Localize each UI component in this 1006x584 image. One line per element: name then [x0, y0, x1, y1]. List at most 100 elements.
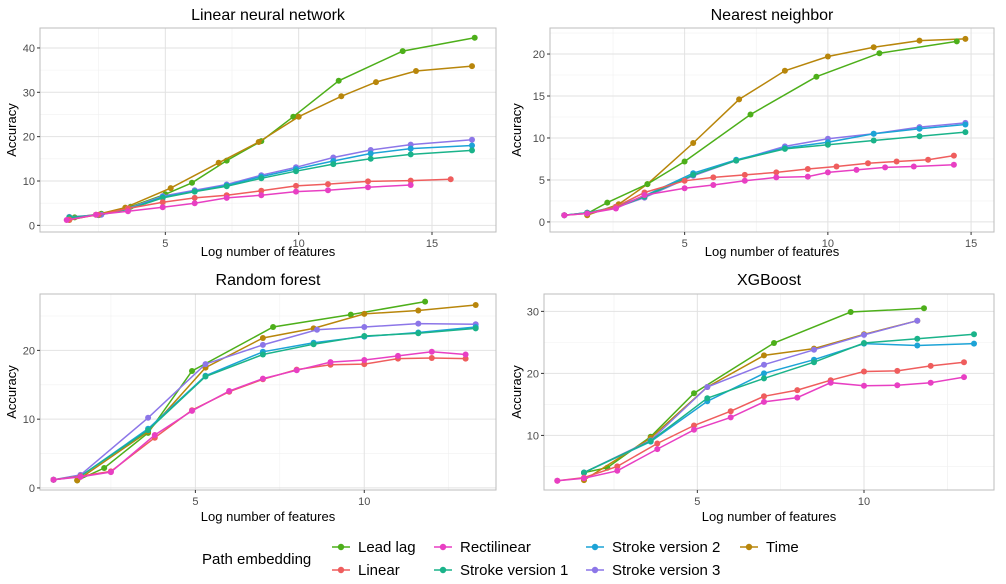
x-tick-label: 10 — [293, 238, 305, 250]
data-point — [159, 204, 166, 211]
data-point — [151, 432, 158, 438]
data-point — [361, 333, 368, 339]
data-point — [773, 169, 780, 176]
data-point — [584, 210, 591, 217]
data-point — [870, 44, 877, 51]
y-axis-label: Accuracy — [4, 365, 19, 419]
data-point — [367, 150, 374, 157]
data-point — [159, 199, 166, 206]
data-point — [422, 298, 429, 305]
legend-item-stroke-version-3: Stroke version 3 — [586, 562, 720, 579]
x-axis-label: Log number of features — [201, 244, 336, 259]
data-point — [614, 463, 621, 470]
data-point — [916, 37, 923, 44]
series-stroke-version-3 — [50, 320, 479, 483]
series-line — [66, 184, 411, 221]
series-line — [69, 178, 451, 221]
y-tick-label: 15 — [533, 91, 545, 103]
data-point — [961, 374, 967, 381]
y-tick-label: 10 — [23, 176, 35, 188]
data-point — [145, 427, 152, 434]
data-point — [971, 331, 977, 338]
data-point — [259, 335, 266, 341]
panel-linear-neural-network: 5 10 15 0 10 20 30 40 Linear neural network Log n… — [4, 7, 497, 259]
chart-title: Random forest — [216, 272, 321, 289]
x-tick-label: 5 — [682, 238, 688, 250]
legend-item-stroke-version-1: Stroke version 1 — [434, 562, 568, 579]
x-tick-label: 15 — [426, 238, 438, 250]
legend-label: Stroke version 2 — [612, 539, 720, 556]
data-point — [226, 388, 233, 394]
data-point — [310, 341, 317, 348]
chart-title: Nearest neighbor — [711, 7, 834, 24]
data-point — [741, 171, 748, 178]
data-point — [794, 394, 801, 401]
panel-xgboost: 5 10 10 20 30 XGBoost Log number of features Ac… — [509, 272, 995, 524]
data-point — [101, 465, 108, 471]
data-point — [191, 188, 198, 195]
data-point — [63, 217, 70, 223]
data-point — [961, 359, 967, 366]
data-point — [861, 368, 867, 375]
data-point — [736, 96, 743, 103]
data-point — [927, 362, 934, 369]
legend-key-point — [337, 566, 345, 574]
data-point — [361, 310, 368, 317]
x-tick-label: 15 — [965, 238, 977, 250]
y-tick-label: 0 — [29, 220, 35, 232]
legend-item-lead-lag: Lead lag — [332, 539, 416, 556]
series-rectilinear — [63, 182, 414, 223]
data-point — [413, 68, 419, 74]
data-point — [554, 477, 561, 484]
panel-border — [549, 27, 995, 233]
data-point — [710, 182, 717, 188]
data-point — [325, 181, 331, 188]
x-tick-label: 10 — [358, 496, 370, 508]
series-time — [74, 302, 479, 484]
y-tick-label: 20 — [23, 132, 35, 144]
data-point — [833, 163, 840, 170]
data-point — [202, 361, 209, 368]
data-point — [293, 182, 299, 189]
data-point — [962, 121, 969, 128]
data-point — [962, 129, 969, 136]
data-point — [861, 331, 867, 338]
data-point — [733, 157, 740, 164]
data-point — [914, 335, 921, 342]
data-point — [447, 176, 454, 183]
y-tick-label: 0 — [29, 483, 35, 495]
data-point — [258, 175, 265, 182]
data-point — [407, 151, 414, 158]
y-axis-label: Accuracy — [509, 365, 524, 419]
data-point — [189, 179, 195, 186]
legend-label: Stroke version 3 — [612, 562, 720, 579]
y-tick-label: 0 — [539, 217, 545, 229]
data-point — [223, 183, 230, 190]
x-axis-label: Log number of features — [702, 509, 837, 524]
data-point — [893, 158, 900, 165]
series-stroke-version-1 — [581, 331, 977, 476]
panel-random-forest: 5 10 0 10 20 Random forest Log number of featu… — [4, 272, 497, 524]
x-axis-label: Log number of features — [201, 509, 336, 524]
y-tick-label: 10 — [23, 414, 35, 426]
data-point — [293, 168, 299, 175]
y-tick-label: 20 — [23, 345, 35, 357]
x-axis-label: Log number of features — [705, 244, 840, 259]
data-point — [761, 375, 767, 382]
data-point — [641, 192, 648, 199]
data-point — [690, 140, 697, 146]
data-point — [471, 34, 478, 41]
legend-key-point — [591, 543, 599, 551]
data-point — [921, 305, 927, 312]
data-point — [794, 387, 801, 394]
data-point — [824, 169, 831, 176]
data-point — [654, 446, 661, 453]
data-point — [654, 440, 661, 447]
series-rectilinear — [554, 374, 967, 484]
data-point — [415, 320, 422, 327]
data-point — [894, 382, 901, 389]
data-point — [327, 359, 334, 366]
data-point — [107, 469, 114, 476]
data-point — [704, 384, 711, 390]
